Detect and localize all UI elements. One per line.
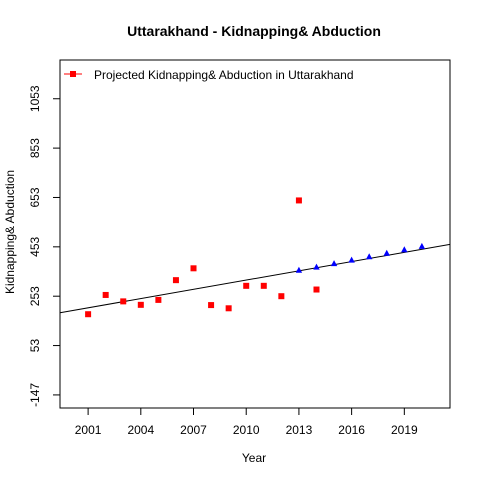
data-point-triangle bbox=[401, 246, 408, 253]
data-point-square bbox=[243, 282, 250, 289]
x-tick-label: 2010 bbox=[233, 423, 260, 437]
x-tick-label: 2007 bbox=[180, 423, 207, 437]
y-axis-label: Kidnapping& Abduction bbox=[3, 170, 17, 294]
plot-area-frame bbox=[59, 59, 451, 409]
data-point-square bbox=[85, 311, 92, 318]
x-axis-label: Year bbox=[242, 451, 266, 465]
y-tick-label: 1053 bbox=[28, 85, 42, 112]
data-point-triangle bbox=[418, 242, 426, 249]
data-point-square bbox=[155, 296, 162, 303]
data-point-triangle bbox=[313, 263, 320, 270]
data-point-square bbox=[137, 301, 144, 308]
data-point-triangle bbox=[295, 266, 303, 273]
legend: Projected Kidnapping& Abduction in Uttar… bbox=[64, 68, 354, 82]
trend-line bbox=[59, 243, 451, 314]
data-point-square bbox=[295, 197, 302, 204]
data-point-square bbox=[120, 298, 127, 305]
x-tick-label: 2016 bbox=[338, 423, 365, 437]
data-point-square bbox=[102, 291, 109, 298]
x-tick-label: 2001 bbox=[75, 423, 102, 437]
legend-label: Projected Kidnapping& Abduction in Uttar… bbox=[94, 68, 354, 82]
data-point-square bbox=[172, 277, 179, 284]
data-point-square bbox=[278, 293, 285, 300]
data-point-triangle bbox=[365, 253, 373, 260]
x-tick-label: 2019 bbox=[391, 423, 418, 437]
data-point-triangle bbox=[383, 249, 390, 256]
x-axis: 2001 2004 2007 2010 2013 2016 2019 bbox=[75, 408, 418, 437]
data-point-square bbox=[225, 305, 232, 312]
data-point-square bbox=[313, 286, 320, 293]
data-point-triangle bbox=[348, 256, 355, 263]
data-points-layer bbox=[85, 197, 426, 318]
x-tick-label: 2013 bbox=[286, 423, 313, 437]
y-tick-label: 53 bbox=[28, 339, 42, 353]
legend-square-marker bbox=[70, 71, 76, 77]
data-point-triangle bbox=[330, 260, 338, 267]
y-tick-label: 453 bbox=[28, 237, 42, 257]
data-point-square bbox=[208, 302, 215, 309]
y-tick-label: -147 bbox=[28, 383, 42, 407]
data-point-square bbox=[190, 265, 197, 272]
y-tick-label: 853 bbox=[28, 138, 42, 158]
y-tick-label: 653 bbox=[28, 187, 42, 207]
y-axis: -147 53 253 453 653 853 1053 bbox=[28, 85, 60, 407]
x-tick-label: 2004 bbox=[127, 423, 154, 437]
data-point-square bbox=[260, 282, 267, 289]
y-tick-label: 253 bbox=[28, 286, 42, 306]
trend-line-layer bbox=[59, 243, 451, 314]
chart-title: Uttarakhand - Kidnapping& Abduction bbox=[127, 23, 381, 39]
